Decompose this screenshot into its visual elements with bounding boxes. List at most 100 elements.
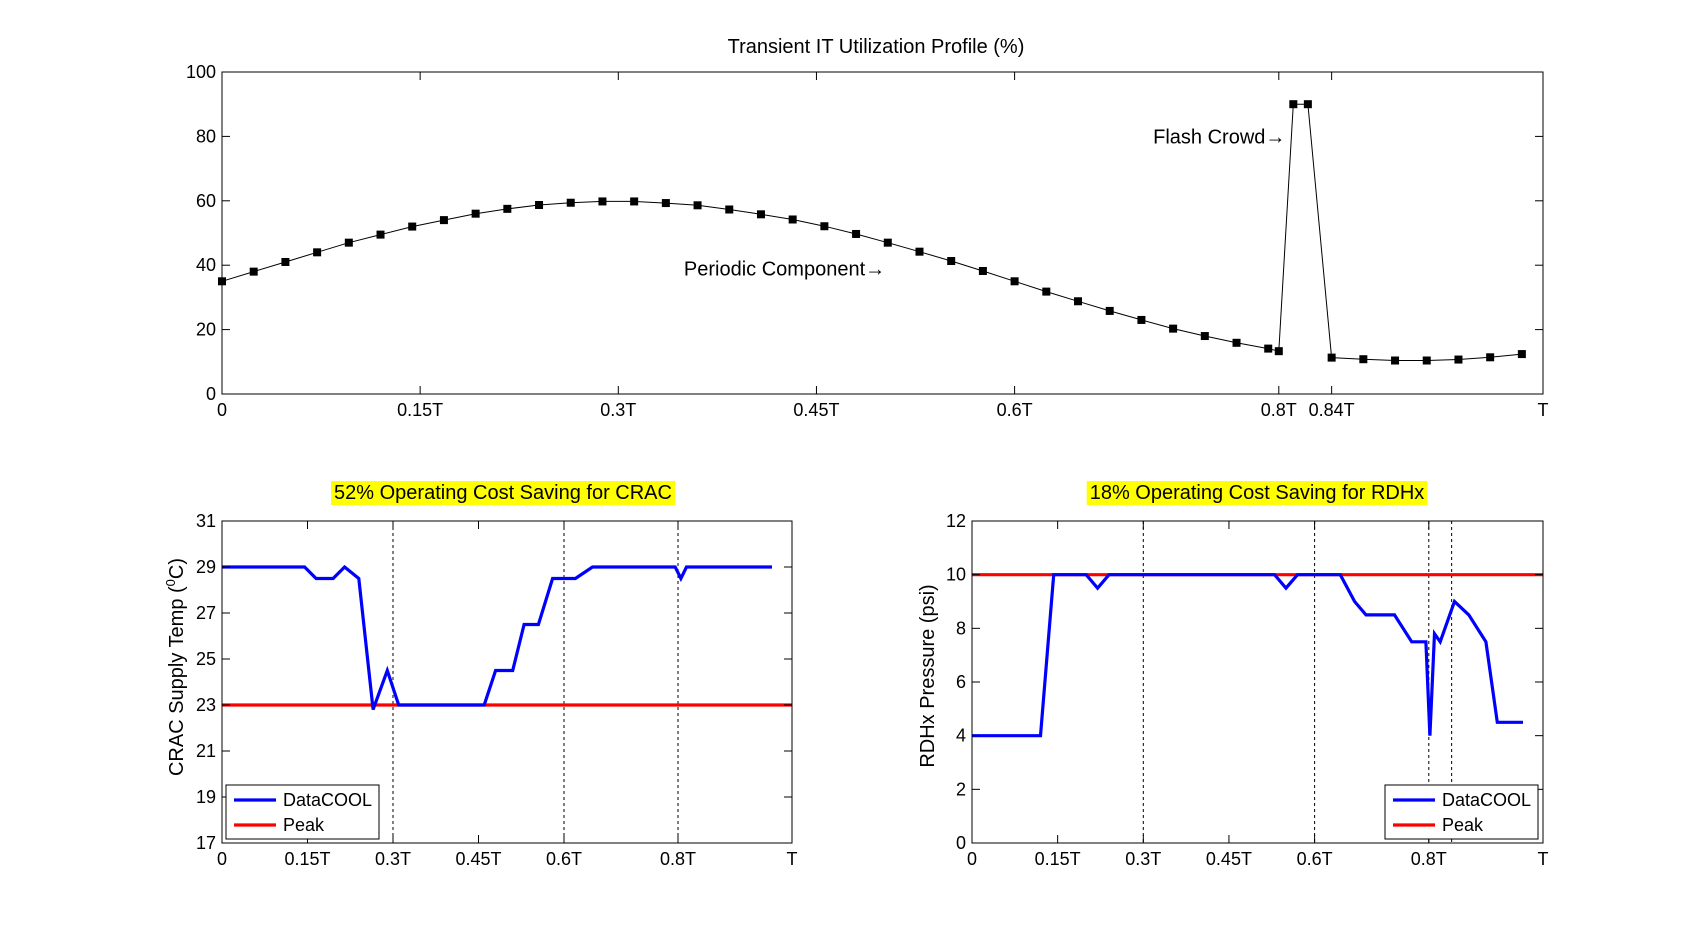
utilization-data-point — [852, 229, 861, 238]
utilization-data-point — [1327, 353, 1336, 362]
rdhx-x-tick-label: 0.8T — [1411, 849, 1447, 869]
crac-x-tick-label: T — [787, 849, 798, 869]
utilization-annotation-1: Periodic Component→ — [684, 258, 885, 280]
utilization-data-point — [788, 215, 797, 224]
utilization-data-point — [1391, 356, 1400, 365]
utilization-axes-box — [221, 71, 1544, 395]
utilization-data-point — [1454, 355, 1463, 364]
utilization-x-tick-label: 0.6T — [997, 400, 1033, 420]
utilization-chart: Transient IT Utilization Profile (%) 0 0.… — [186, 36, 1549, 420]
rdhx-series-datacool — [972, 573, 1523, 738]
crac-title-highlight — [331, 481, 675, 505]
crac-x-tick-label: 0.45T — [455, 849, 501, 869]
utilization-data-point — [1105, 306, 1114, 315]
utilization-data-point — [281, 257, 290, 266]
crac-legend: DataCOOL Peak — [225, 784, 380, 840]
rdhx-y-tick-label: 8 — [956, 618, 966, 638]
utilization-y-tick-label: 100 — [186, 62, 216, 82]
utilization-data-point — [661, 199, 670, 208]
utilization-chart-title: Transient IT Utilization Profile (%) — [728, 36, 1025, 58]
utilization-x-tick-label: 0.84T — [1309, 400, 1355, 420]
utilization-data-point — [1074, 297, 1083, 306]
utilization-data-point — [756, 210, 765, 219]
utilization-data-point — [1137, 315, 1146, 324]
utilization-data-point — [978, 266, 987, 275]
utilization-data-point — [1232, 338, 1241, 347]
crac-series-datacool — [222, 564, 772, 711]
utilization-y-tick-label: 60 — [196, 191, 216, 211]
crac-legend-label: Peak — [283, 815, 325, 835]
utilization-data-point — [725, 205, 734, 214]
utilization-data-point — [376, 230, 385, 239]
utilization-data-point — [1010, 277, 1019, 286]
utilization-data-point — [947, 257, 956, 266]
utilization-data-point — [693, 201, 702, 210]
utilization-data-point — [1359, 355, 1368, 364]
rdhx-x-tick-label: T — [1538, 849, 1549, 869]
rdhx-legend-label: DataCOOL — [1442, 790, 1531, 810]
rdhx-legend-box — [1384, 784, 1539, 840]
crac-y-tick-label: 31 — [196, 511, 216, 531]
crac-legend-box — [225, 784, 380, 840]
crac-axes-box — [221, 520, 793, 844]
crac-y-tick-label: 21 — [196, 741, 216, 761]
rdhx-legend-label: Peak — [1442, 815, 1484, 835]
rdhx-x-tick-label: 0.45T — [1206, 849, 1252, 869]
utilization-data-point — [408, 222, 417, 231]
utilization-data-point — [344, 238, 353, 247]
utilization-y-tick-label: 20 — [196, 320, 216, 340]
utilization-data-point — [915, 247, 924, 256]
rdhx-x-tick-label: 0.3T — [1125, 849, 1161, 869]
utilization-data-point — [598, 197, 607, 206]
utilization-data-point — [1517, 350, 1526, 359]
utilization-x-tick-label: 0.45T — [793, 400, 839, 420]
utilization-data-point — [535, 200, 544, 209]
crac-x-tick-label: 0.15T — [284, 849, 330, 869]
utilization-data-point — [503, 204, 512, 213]
utilization-data-point — [439, 216, 448, 225]
crac-chart: 52% Operating Cost Saving for CRAC CRAC … — [163, 481, 798, 869]
utilization-x-tick-label: 0 — [217, 400, 227, 420]
utilization-data-point — [1274, 347, 1283, 356]
rdhx-y-tick-label: 2 — [956, 779, 966, 799]
rdhx-x-tick-label: 0.6T — [1297, 849, 1333, 869]
utilization-data-point — [1303, 100, 1312, 109]
utilization-data-point — [1422, 356, 1431, 365]
crac-y-axis-label: CRAC Supply Temp (0C) — [163, 558, 188, 776]
crac-y-tick-label: 29 — [196, 557, 216, 577]
utilization-data-point — [883, 238, 892, 247]
rdhx-chart: 18% Operating Cost Saving for RDHx RDHx … — [917, 481, 1549, 869]
rdhx-x-tick-label: 0.15T — [1035, 849, 1081, 869]
crac-x-tick-label: 0.3T — [375, 849, 411, 869]
crac-y-tick-label: 17 — [196, 833, 216, 853]
utilization-data-point — [820, 222, 829, 231]
rdhx-title-highlight — [1086, 481, 1428, 505]
utilization-data-point — [1289, 100, 1298, 109]
crac-y-tick-label: 25 — [196, 649, 216, 669]
utilization-y-tick-label: 40 — [196, 255, 216, 275]
crac-y-tick-label: 19 — [196, 787, 216, 807]
utilization-data-point — [1264, 344, 1273, 353]
utilization-data-point — [566, 198, 575, 207]
utilization-data-point — [1042, 287, 1051, 296]
crac-legend-label: DataCOOL — [283, 790, 372, 810]
crac-y-tick-label: 23 — [196, 695, 216, 715]
rdhx-chart-title: 18% Operating Cost Saving for RDHx — [1090, 482, 1425, 504]
rdhx-y-tick-label: 6 — [956, 672, 966, 692]
crac-y-tick-label: 27 — [196, 603, 216, 623]
utilization-data-point — [1169, 324, 1178, 333]
rdhx-y-axis-label: RDHx Pressure (psi) — [917, 584, 939, 767]
rdhx-x-tick-label: 0 — [967, 849, 977, 869]
utilization-series-line — [221, 103, 1522, 361]
rdhx-y-tick-label: 10 — [946, 565, 966, 585]
crac-y-axis-label-tail: C) — [166, 558, 188, 579]
crac-chart-title: 52% Operating Cost Saving for CRAC — [334, 482, 672, 504]
crac-x-tick-label: 0.6T — [546, 849, 582, 869]
crac-x-tick-label: 0 — [217, 849, 227, 869]
rdhx-y-tick-label: 12 — [946, 511, 966, 531]
utilization-x-tick-label: T — [1538, 400, 1549, 420]
utilization-annotation-0: Flash Crowd→ — [1153, 126, 1285, 148]
rdhx-y-tick-label: 4 — [956, 726, 966, 746]
utilization-data-point — [1200, 332, 1209, 341]
